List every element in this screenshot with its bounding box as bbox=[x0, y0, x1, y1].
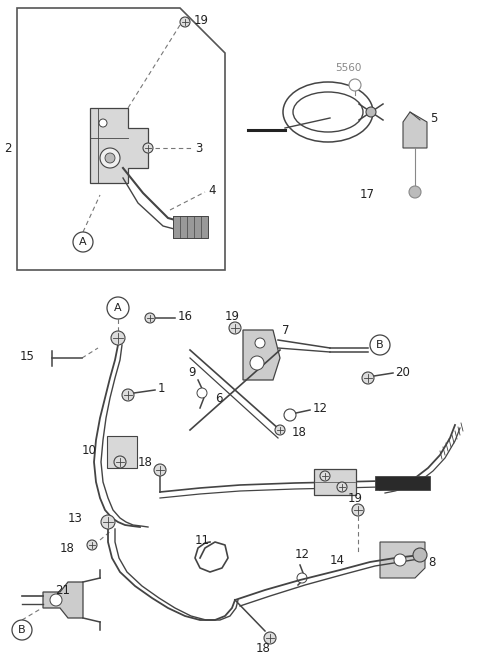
Text: 16: 16 bbox=[178, 310, 193, 322]
Circle shape bbox=[320, 471, 330, 481]
Text: B: B bbox=[376, 340, 384, 350]
Circle shape bbox=[284, 409, 296, 421]
Text: 8: 8 bbox=[428, 556, 435, 568]
Circle shape bbox=[99, 119, 107, 127]
Circle shape bbox=[197, 388, 207, 398]
Circle shape bbox=[362, 372, 374, 384]
Circle shape bbox=[250, 356, 264, 370]
Circle shape bbox=[87, 540, 97, 550]
Text: 1: 1 bbox=[158, 381, 166, 394]
Ellipse shape bbox=[293, 92, 363, 132]
Polygon shape bbox=[90, 108, 148, 183]
Text: 7: 7 bbox=[282, 324, 289, 337]
Circle shape bbox=[100, 148, 120, 168]
Bar bbox=[375, 476, 430, 490]
Polygon shape bbox=[243, 330, 280, 380]
Text: 19: 19 bbox=[348, 491, 363, 505]
Text: 19: 19 bbox=[225, 310, 240, 322]
Circle shape bbox=[370, 335, 390, 355]
Text: 5: 5 bbox=[430, 111, 437, 125]
Text: 6: 6 bbox=[215, 391, 223, 404]
Circle shape bbox=[111, 331, 125, 345]
Text: 5560: 5560 bbox=[335, 63, 361, 73]
Circle shape bbox=[107, 297, 129, 319]
Circle shape bbox=[154, 464, 166, 476]
Text: 13: 13 bbox=[68, 511, 83, 524]
Text: 20: 20 bbox=[395, 365, 410, 379]
Circle shape bbox=[73, 232, 93, 252]
Circle shape bbox=[122, 389, 134, 401]
Text: 3: 3 bbox=[195, 141, 203, 154]
Ellipse shape bbox=[283, 82, 373, 142]
Circle shape bbox=[352, 504, 364, 516]
Circle shape bbox=[337, 482, 347, 492]
Text: 2: 2 bbox=[4, 141, 12, 154]
Text: 12: 12 bbox=[295, 548, 310, 562]
Text: 4: 4 bbox=[208, 184, 216, 196]
Circle shape bbox=[394, 554, 406, 566]
Text: 18: 18 bbox=[60, 542, 75, 554]
Circle shape bbox=[255, 338, 265, 348]
Circle shape bbox=[275, 425, 285, 435]
Circle shape bbox=[12, 620, 32, 640]
Circle shape bbox=[297, 573, 307, 583]
Polygon shape bbox=[173, 216, 208, 238]
Circle shape bbox=[413, 548, 427, 562]
Circle shape bbox=[229, 322, 241, 334]
FancyBboxPatch shape bbox=[107, 436, 137, 468]
Text: A: A bbox=[114, 303, 122, 313]
Circle shape bbox=[50, 594, 62, 606]
Circle shape bbox=[349, 79, 361, 91]
Text: 21: 21 bbox=[55, 583, 70, 597]
Text: 9: 9 bbox=[188, 365, 195, 379]
Text: 10: 10 bbox=[82, 444, 97, 457]
Text: 18: 18 bbox=[138, 455, 153, 469]
Text: 12: 12 bbox=[313, 402, 328, 414]
Circle shape bbox=[143, 143, 153, 153]
Circle shape bbox=[409, 186, 421, 198]
Circle shape bbox=[264, 632, 276, 644]
Polygon shape bbox=[380, 542, 425, 578]
Text: 11: 11 bbox=[195, 534, 210, 546]
Text: A: A bbox=[79, 237, 87, 247]
Text: 18: 18 bbox=[256, 642, 271, 654]
Polygon shape bbox=[17, 8, 225, 270]
Circle shape bbox=[145, 313, 155, 323]
Circle shape bbox=[105, 153, 115, 163]
Text: 18: 18 bbox=[292, 426, 307, 438]
Text: 17: 17 bbox=[360, 188, 375, 202]
Circle shape bbox=[366, 107, 376, 117]
Circle shape bbox=[101, 515, 115, 529]
Text: 14: 14 bbox=[330, 554, 345, 566]
Polygon shape bbox=[43, 582, 83, 618]
Text: B: B bbox=[18, 625, 26, 635]
Circle shape bbox=[180, 17, 190, 27]
Text: 19: 19 bbox=[194, 13, 209, 27]
Polygon shape bbox=[403, 112, 427, 148]
Circle shape bbox=[114, 456, 126, 468]
FancyBboxPatch shape bbox=[314, 469, 356, 495]
Text: 15: 15 bbox=[20, 349, 35, 363]
